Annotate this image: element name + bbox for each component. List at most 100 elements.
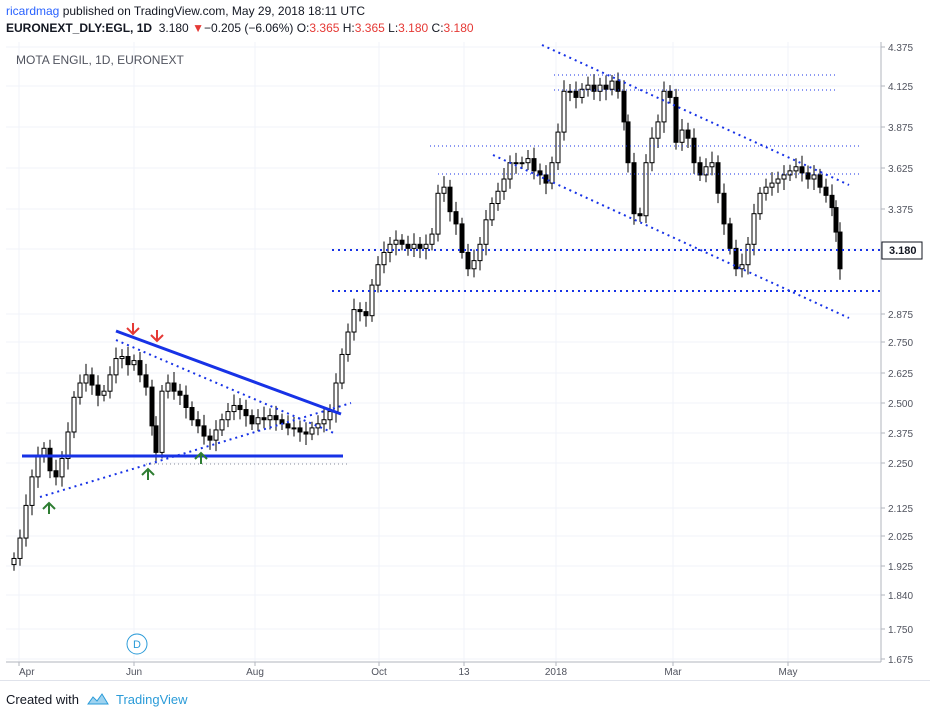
candles	[11, 72, 843, 571]
candle-up	[225, 411, 231, 421]
chart-header: ricardmag published on TradingView.com, …	[0, 0, 930, 42]
candle-up	[231, 404, 237, 413]
candle-up	[507, 162, 513, 180]
candle-up	[107, 374, 113, 392]
candle-down	[89, 374, 95, 386]
time-tick-label: 2018	[545, 667, 568, 678]
candle-down	[621, 90, 627, 123]
candle-up	[113, 358, 119, 376]
candle-down	[733, 247, 739, 270]
candle-up	[423, 243, 429, 249]
candle-up	[579, 88, 585, 98]
chart-area[interactable]: MOTA ENGIL, 1D, EURONEXT	[6, 42, 930, 680]
author-link[interactable]: ricardmag	[6, 4, 60, 18]
candle-down	[47, 447, 53, 472]
symbol-label: EURONEXT_DLY:EGL, 1D	[6, 21, 153, 35]
time-tick-label: 13	[458, 667, 470, 678]
candle-up	[561, 90, 567, 133]
candle-down	[631, 162, 637, 215]
candle-up	[411, 243, 417, 249]
last-price-label: 3.180	[889, 245, 917, 257]
green-arrow-up-icon	[194, 451, 208, 464]
candle-up	[471, 260, 477, 270]
candle-up	[267, 415, 273, 421]
candle-up	[555, 131, 561, 164]
time-tick-label: Mar	[664, 667, 682, 678]
price-tick-label: 3.375	[888, 205, 913, 216]
tradingview-link[interactable]: TradingView	[116, 692, 188, 707]
candle-down	[149, 386, 155, 427]
candle-up	[649, 137, 655, 164]
open-label: O:	[296, 21, 310, 35]
candle-down	[531, 158, 537, 172]
candle-up	[513, 162, 519, 165]
candle-down	[143, 374, 149, 388]
candle-up	[29, 476, 35, 506]
candle-up	[501, 178, 507, 192]
candle-down	[249, 415, 255, 425]
red-arrow-down-icon	[150, 330, 164, 343]
candle-up	[35, 455, 41, 478]
candle-down	[573, 90, 579, 98]
candle-up	[745, 243, 751, 266]
candle-up	[381, 251, 387, 266]
candle-down	[357, 309, 363, 313]
last-price-badge: 3.180	[881, 241, 923, 260]
candle-up	[643, 162, 649, 217]
footer: Created with TradingView	[0, 680, 930, 718]
candle-up	[213, 429, 219, 441]
candle-up	[477, 243, 483, 262]
candle-down	[637, 213, 643, 217]
candle-down	[691, 137, 697, 164]
candle-up	[775, 178, 781, 184]
dividend-marker[interactable]: D	[126, 633, 148, 655]
candle-down	[837, 231, 843, 270]
candle-down	[721, 192, 727, 225]
price-tick-label: 2.375	[888, 429, 913, 440]
price-chart[interactable]: MOTA ENGIL, 1D, EURONEXT	[6, 42, 930, 680]
candle-up	[709, 162, 715, 168]
candle-up	[375, 264, 381, 286]
green-arrow-up-icon	[141, 467, 155, 480]
candle-down	[195, 419, 201, 427]
low-label: L:	[388, 21, 399, 35]
candle-up	[655, 121, 661, 139]
last-price: 3.180	[158, 21, 189, 35]
drawings	[22, 44, 881, 514]
time-tick-label: Oct	[371, 667, 387, 678]
candle-up	[811, 174, 817, 180]
time-axis[interactable]: Apr Jun Aug Oct 13 2018 Mar May	[18, 662, 797, 678]
candle-up	[83, 374, 89, 384]
candle-up	[703, 166, 709, 176]
candle-up	[525, 158, 531, 164]
candle-down	[799, 166, 805, 174]
candle-down	[459, 223, 465, 253]
candle-up	[441, 186, 447, 194]
candle-up	[291, 427, 297, 430]
candle-up	[321, 419, 327, 425]
tradingview-logo-icon[interactable]	[87, 691, 109, 707]
candle-down	[207, 435, 213, 441]
candle-down	[727, 223, 733, 249]
candle-down	[303, 431, 309, 435]
candle-down	[363, 311, 369, 317]
candle-up	[549, 162, 555, 184]
candle-up	[219, 419, 225, 431]
candle-down	[201, 425, 207, 437]
price-change: −0.205 (−6.06%)	[203, 21, 294, 35]
open-value: 3.365	[309, 21, 340, 35]
candle-up	[65, 431, 71, 460]
candle-down	[399, 239, 405, 245]
candle-down	[53, 470, 59, 478]
candle-down	[625, 121, 631, 164]
time-tick-label: Aug	[246, 667, 264, 678]
high-label: H:	[342, 21, 355, 35]
candle-down	[591, 84, 597, 92]
candle-up	[483, 219, 489, 245]
candle-up	[781, 174, 787, 180]
green-arrow-up-icon	[42, 501, 56, 514]
candle-down	[817, 174, 823, 188]
candle-up	[387, 243, 393, 253]
candle-up	[661, 90, 667, 123]
candle-up	[567, 90, 573, 93]
